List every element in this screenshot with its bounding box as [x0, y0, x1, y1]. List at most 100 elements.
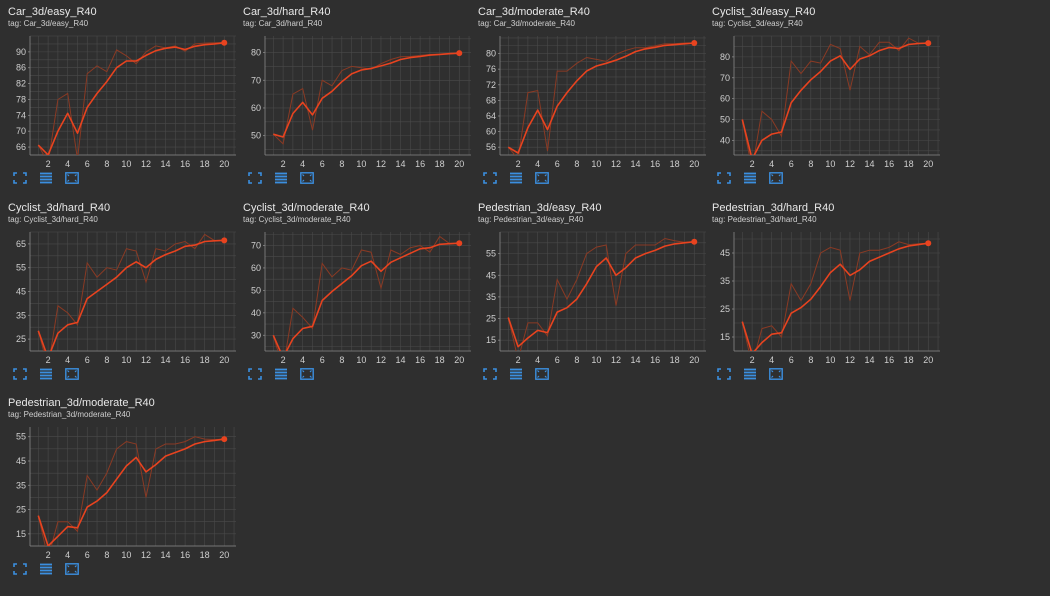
x-tick-label: 12 [845, 159, 855, 169]
toggle-log-scale-icon[interactable] [742, 367, 758, 381]
x-tick-label: 20 [219, 159, 229, 169]
y-tick-label: 45 [486, 270, 496, 280]
y-tick-label: 40 [720, 135, 730, 145]
x-tick-label: 16 [650, 355, 660, 365]
fit-domain-icon[interactable] [716, 171, 732, 185]
y-tick-label: 25 [16, 334, 26, 344]
fit-domain-icon[interactable] [12, 367, 28, 381]
line-chart[interactable]: 15 25 35 45 2 4 6 8 10 12 14 16 18 20 [712, 224, 944, 365]
last-point-marker [691, 40, 698, 47]
fit-domain-icon[interactable] [716, 367, 732, 381]
x-tick-label: 12 [141, 159, 151, 169]
y-tick-label: 35 [486, 292, 496, 302]
y-tick-label: 60 [720, 94, 730, 104]
line-chart[interactable]: 66 70 74 78 82 86 90 2 4 6 8 10 12 14 16 18 20 [8, 28, 240, 169]
y-tick-label: 50 [720, 115, 730, 125]
chart-toolbar [247, 366, 315, 382]
y-tick-label: 78 [16, 94, 26, 104]
y-tick-label: 64 [486, 111, 496, 121]
toggle-log-scale-icon[interactable] [508, 367, 524, 381]
x-tick-label: 4 [65, 550, 70, 560]
toggle-log-scale-icon[interactable] [742, 171, 758, 185]
x-tick-label: 16 [884, 355, 894, 365]
smoothed-series-line [37, 438, 225, 546]
expand-chart-icon[interactable] [768, 367, 784, 381]
y-tick-label: 45 [16, 456, 26, 466]
raw-series-line [272, 52, 460, 145]
fit-domain-icon[interactable] [482, 367, 498, 381]
x-tick-label: 16 [180, 355, 190, 365]
chart-title: Cyclist_3d/hard_R40 [8, 202, 111, 214]
x-tick-label: 12 [141, 550, 151, 560]
toggle-log-scale-icon[interactable] [38, 562, 54, 576]
y-tick-label: 56 [486, 142, 496, 152]
expand-chart-icon[interactable] [299, 171, 315, 185]
fit-domain-icon[interactable] [247, 171, 263, 185]
x-tick-label: 12 [376, 355, 386, 365]
line-chart[interactable]: 15 25 35 45 55 2 4 6 8 10 12 14 16 18 20 [478, 224, 710, 365]
x-tick-label: 2 [281, 355, 286, 365]
x-tick-label: 18 [904, 159, 914, 169]
x-tick-label: 8 [808, 159, 813, 169]
toggle-log-scale-icon[interactable] [273, 171, 289, 185]
fit-domain-icon[interactable] [12, 171, 28, 185]
toggle-log-scale-icon[interactable] [273, 367, 289, 381]
chart-tag: tag: Cyclist_3d/hard_R40 [8, 215, 98, 224]
y-tick-label: 55 [486, 249, 496, 259]
x-tick-label: 8 [104, 159, 109, 169]
chart-toolbar [12, 366, 80, 382]
toggle-log-scale-icon[interactable] [38, 367, 54, 381]
y-tick-label: 15 [486, 335, 496, 345]
chart-tag: tag: Pedestrian_3d/hard_R40 [712, 215, 817, 224]
x-tick-label: 6 [320, 355, 325, 365]
expand-chart-icon[interactable] [299, 367, 315, 381]
x-tick-label: 14 [396, 355, 406, 365]
x-tick-label: 6 [85, 550, 90, 560]
x-tick-label: 8 [574, 159, 579, 169]
line-chart[interactable]: 50 60 70 80 2 4 6 8 10 12 14 16 18 20 [243, 28, 475, 169]
chart-card: Pedestrian_3d/easy_R40 tag: Pedestrian_3d… [478, 196, 710, 386]
chart-tag: tag: Car_3d/easy_R40 [8, 19, 89, 28]
x-tick-label: 18 [435, 159, 445, 169]
x-tick-label: 4 [65, 159, 70, 169]
chart-card: Car_3d/hard_R40 tag: Car_3d/hard_R40 50 60 7… [243, 0, 475, 190]
x-tick-label: 10 [825, 355, 835, 365]
chart-card: Car_3d/moderate_R40 tag: Car_3d/moderate_… [478, 0, 710, 190]
x-tick-label: 4 [535, 159, 540, 169]
smoothed-series-line [507, 42, 695, 154]
expand-chart-icon[interactable] [64, 562, 80, 576]
chart-title: Pedestrian_3d/moderate_R40 [8, 397, 155, 409]
y-tick-label: 25 [720, 304, 730, 314]
x-tick-label: 6 [85, 355, 90, 365]
y-tick-label: 65 [16, 239, 26, 249]
y-tick-label: 86 [16, 63, 26, 73]
x-tick-label: 16 [415, 159, 425, 169]
smoothed-series-line [272, 242, 460, 351]
line-chart[interactable]: 40 50 60 70 80 2 4 6 8 10 12 14 16 18 20 [712, 28, 944, 169]
fit-domain-icon[interactable] [247, 367, 263, 381]
last-point-marker [221, 436, 228, 443]
x-tick-label: 2 [46, 550, 51, 560]
expand-chart-icon[interactable] [534, 171, 550, 185]
fit-domain-icon[interactable] [12, 562, 28, 576]
raw-series-line [37, 233, 225, 351]
toggle-log-scale-icon[interactable] [508, 171, 524, 185]
y-tick-label: 80 [486, 49, 496, 59]
x-tick-label: 10 [121, 159, 131, 169]
fit-domain-icon[interactable] [482, 171, 498, 185]
expand-chart-icon[interactable] [64, 171, 80, 185]
x-tick-label: 4 [300, 355, 305, 365]
y-tick-label: 50 [251, 131, 261, 141]
expand-chart-icon[interactable] [64, 367, 80, 381]
y-tick-label: 45 [16, 287, 26, 297]
line-chart[interactable]: 15 25 35 45 55 2 4 6 8 10 12 14 16 18 20 [8, 419, 240, 560]
y-tick-label: 40 [251, 308, 261, 318]
line-chart[interactable]: 25 35 45 55 65 2 4 6 8 10 12 14 16 18 20 [8, 224, 240, 365]
expand-chart-icon[interactable] [768, 171, 784, 185]
line-chart[interactable]: 30 40 50 60 70 2 4 6 8 10 12 14 16 18 20 [243, 224, 475, 365]
toggle-log-scale-icon[interactable] [38, 171, 54, 185]
raw-series-line [507, 42, 695, 155]
expand-chart-icon[interactable] [534, 367, 550, 381]
chart-toolbar [716, 170, 784, 186]
